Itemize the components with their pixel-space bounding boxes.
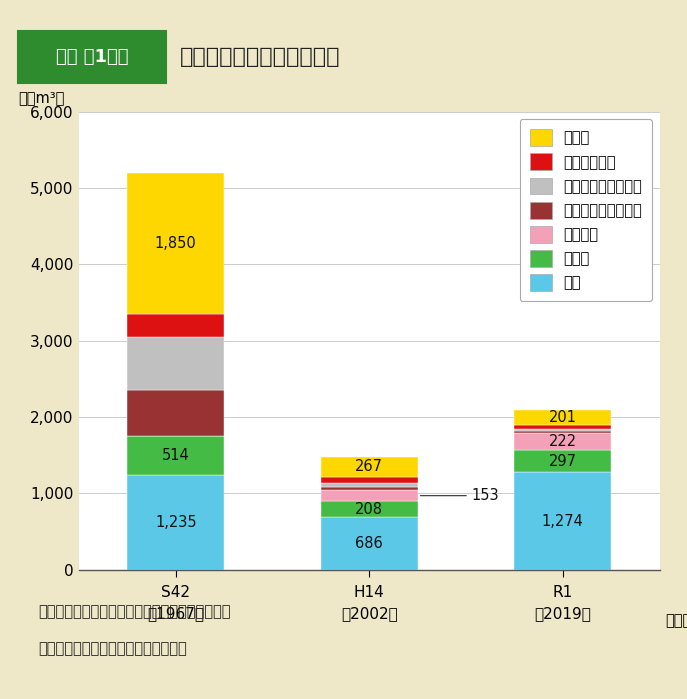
Bar	[515, 431, 611, 433]
Bar	[321, 477, 418, 483]
Text: 297: 297	[549, 454, 577, 468]
Bar	[321, 483, 418, 487]
Bar	[127, 314, 224, 337]
Bar	[515, 410, 611, 426]
FancyBboxPatch shape	[18, 31, 166, 83]
Bar	[127, 173, 224, 314]
Text: 1,850: 1,850	[155, 236, 196, 251]
Text: （年）: （年）	[665, 613, 687, 628]
Bar	[127, 475, 224, 570]
Text: 208: 208	[355, 502, 383, 517]
Text: （万m³）: （万m³）	[18, 90, 65, 105]
Legend: 広葉樹, その他针葉樹, アカマツ・クロマツ, エゾマツ・トドマツ, カラマツ, ヒノキ, スギ: 広葉樹, その他针葉樹, アカマツ・クロマツ, エゾマツ・トドマツ, カラマツ,…	[519, 119, 652, 301]
Text: 資料 爧1－２: 資料 爧1－２	[56, 48, 128, 66]
Text: 資料：農林水産省「木材需給報告書」: 資料：農林水産省「木材需給報告書」	[38, 641, 187, 656]
Bar	[321, 517, 418, 570]
Text: 注：製材用材、合板用材及びチップ用材が対象。: 注：製材用材、合板用材及びチップ用材が対象。	[38, 605, 230, 619]
Bar	[515, 449, 611, 473]
Bar	[321, 490, 418, 501]
Bar	[321, 487, 418, 490]
Text: 267: 267	[355, 459, 383, 475]
Text: 201: 201	[549, 410, 577, 425]
Text: 514: 514	[162, 448, 190, 463]
Text: 222: 222	[549, 434, 577, 449]
Bar	[515, 473, 611, 570]
Bar	[127, 436, 224, 475]
Bar	[127, 337, 224, 391]
Text: 国産材の素材生産量の推移: 国産材の素材生産量の推移	[180, 47, 341, 67]
Bar	[515, 429, 611, 431]
Bar	[321, 456, 418, 477]
Text: 153: 153	[420, 488, 499, 503]
Text: 686: 686	[355, 536, 383, 551]
Bar	[515, 426, 611, 429]
Text: 1,274: 1,274	[542, 514, 584, 528]
Bar	[321, 501, 418, 517]
Text: 1,235: 1,235	[155, 515, 196, 530]
Bar	[515, 433, 611, 449]
Bar	[127, 391, 224, 436]
